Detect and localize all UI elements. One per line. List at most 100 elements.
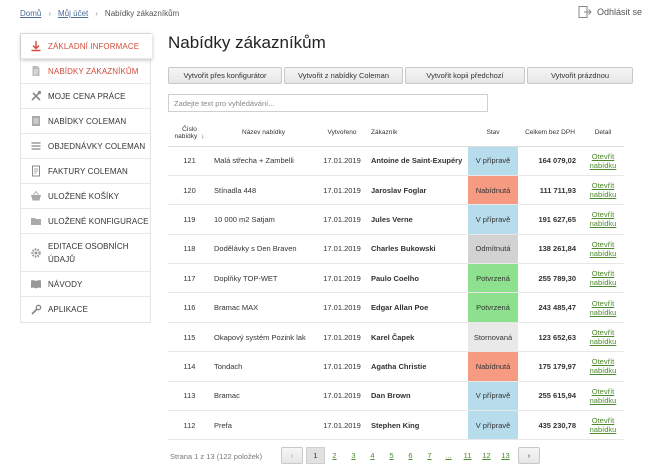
open-offer-link[interactable]: Otevřít nabídku	[590, 210, 617, 228]
sidebar-item-label: ZÁKLADNÍ INFORMACE	[48, 41, 140, 51]
cell-total: 175 179,97	[518, 351, 582, 382]
status-badge: Nabídnutá	[468, 175, 518, 206]
open-offer-link[interactable]: Otevřít nabídku	[590, 240, 617, 258]
cell-created-date: 17.01.2019	[316, 234, 368, 265]
cell-offer-number: 113	[168, 381, 211, 412]
open-offer-link-line2: nabídku	[589, 278, 617, 288]
status-badge: Odmítnutá	[468, 234, 518, 265]
sidebar-item-label-line2: ÚDAJŮ	[48, 254, 76, 264]
sidebar-item-applications[interactable]: APLIKACE	[21, 297, 150, 322]
table-row: 112 Prefa 17.01.2019 Stephen King V přípravě…	[168, 410, 624, 441]
pagination-next-button[interactable]: ›	[518, 447, 540, 464]
cell-offer-name: Okapový systém Pozink lak	[211, 322, 316, 353]
cell-total: 255 789,30	[518, 263, 582, 294]
open-offer-link[interactable]: Otevřít nabídku	[590, 181, 617, 199]
sidebar-item-saved-configurations[interactable]: ULOŽENÉ KONFIGURACE	[21, 209, 150, 234]
open-offer-link-line2: nabídku	[589, 307, 617, 317]
open-offer-link[interactable]: Otevřít nabídku	[590, 328, 617, 346]
cell-offer-name: Prefa	[211, 410, 316, 441]
pagination-page-4[interactable]: 4	[370, 451, 375, 460]
sidebar-item-coleman-offers[interactable]: NABÍDKY COLEMAN	[21, 109, 150, 134]
open-offer-link-line2: nabídku	[589, 190, 617, 200]
cell-offer-number: 118	[168, 234, 211, 265]
logout-icon	[578, 6, 592, 18]
pagination-pages: 1 2 3 4 5 6 7... 11 12 13	[306, 447, 515, 464]
book-icon	[31, 280, 41, 289]
pagination: ‹ 1 2 3 4 5 6 7... 11 12 13 ›	[281, 447, 540, 464]
create-via-configurator-button[interactable]: Vytvořit přes konfigurátor	[168, 67, 282, 84]
menu-lines-icon	[31, 142, 41, 150]
pagination-page-13[interactable]: 13	[501, 451, 510, 460]
open-offer-link-line1: Otevřít	[591, 239, 615, 249]
cell-detail: Otevřít nabídku	[582, 351, 624, 382]
sidebar-item-labor-price[interactable]: MOJE CENA PRÁCE	[21, 84, 150, 109]
tools-icon	[31, 90, 42, 101]
col-header-customer[interactable]: Zákazník	[368, 120, 468, 147]
col-header-offer-number[interactable]: Číslo nabídky ↓	[168, 120, 211, 147]
sidebar-item-coleman-invoices[interactable]: FAKTURY COLEMAN	[21, 159, 150, 184]
cell-customer: Charles Bukowski	[368, 234, 468, 265]
invoice-icon	[32, 165, 40, 177]
search-input[interactable]: Zadejte text pro vyhledávání...	[168, 94, 488, 112]
table-row: 113 Bramac 17.01.2019 Dan Brown V přípravě 25…	[168, 381, 624, 412]
col-header-created[interactable]: Vytvořeno	[316, 120, 368, 147]
cell-created-date: 17.01.2019	[316, 292, 368, 323]
cell-offer-name: Doplňky TOP-WET	[211, 263, 316, 294]
cell-offer-number: 115	[168, 322, 211, 353]
table-row: 115 Okapový systém Pozink lak 17.01.2019 Ka…	[168, 322, 624, 353]
pagination-page-11[interactable]: 11	[463, 451, 472, 460]
create-empty-button[interactable]: Vytvořit prázdnou	[527, 67, 633, 84]
open-offer-link[interactable]: Otevřít nabídku	[590, 152, 617, 170]
cell-total: 243 485,47	[518, 292, 582, 323]
sidebar-item-label-wrap: EDITACE OSOBNÍCH ÚDAJŮ	[48, 240, 129, 266]
cell-detail: Otevřít nabídku	[582, 175, 624, 206]
pagination-page-12[interactable]: 12	[482, 451, 491, 460]
sidebar-item-customer-offers[interactable]: NABÍDKY ZÁKAZNÍKŮM	[21, 59, 150, 84]
pagination-page-2[interactable]: 2	[332, 451, 337, 460]
open-offer-link[interactable]: Otevřít nabídku	[590, 357, 617, 375]
open-offer-link[interactable]: Otevřít nabídku	[590, 299, 617, 317]
sidebar-item-guides[interactable]: NÁVODY	[21, 272, 150, 297]
breadcrumb-separator: ›	[95, 9, 98, 18]
pagination-page-5[interactable]: 5	[389, 451, 394, 460]
breadcrumb-home-link[interactable]: Domů	[20, 9, 42, 18]
cell-created-date: 17.01.2019	[316, 410, 368, 441]
pagination-page-1: 1	[306, 447, 325, 464]
cell-offer-number: 116	[168, 292, 211, 323]
logout-button[interactable]: Odhlásit se	[578, 5, 642, 19]
pagination-page-ellipsis[interactable]: ...	[445, 451, 452, 460]
pagination-prev-button[interactable]: ‹	[281, 447, 303, 464]
col-header-status[interactable]: Stav	[468, 120, 518, 147]
cell-created-date: 17.01.2019	[316, 263, 368, 294]
cell-offer-number: 121	[168, 146, 211, 176]
cell-offer-name: Bramac	[211, 381, 316, 412]
open-offer-link-line1: Otevřít	[591, 269, 615, 279]
sidebar-item-label: ULOŽENÉ KOŠÍKY	[48, 191, 120, 201]
sidebar-item-label: NÁVODY	[48, 279, 83, 289]
sidebar-item-saved-baskets[interactable]: ULOŽENÉ KOŠÍKY	[21, 184, 150, 209]
sidebar-item-edit-personal-data[interactable]: EDITACE OSOBNÍCH ÚDAJŮ	[21, 234, 150, 272]
pagination-page-3[interactable]: 3	[351, 451, 356, 460]
table-header-row: Číslo nabídky ↓ Název nabídky Vytvořeno Zá…	[168, 120, 624, 147]
open-offer-link-line2: nabídku	[589, 366, 617, 376]
table-row: 114 Tondach 17.01.2019 Agatha Christie Nabíd…	[168, 351, 624, 382]
create-from-coleman-button[interactable]: Vytvořit z nabídky Coleman	[284, 67, 403, 84]
open-offer-link[interactable]: Otevřít nabídku	[590, 416, 617, 434]
breadcrumb-account-link[interactable]: Můj účet	[58, 9, 89, 18]
col-header-total[interactable]: Celkem bez DPH	[518, 120, 582, 147]
cell-detail: Otevřít nabídku	[582, 204, 624, 235]
status-badge: Nabídnutá	[468, 351, 518, 382]
cell-created-date: 17.01.2019	[316, 322, 368, 353]
sidebar-item-label: OBJEDNÁVKY COLEMAN	[48, 141, 146, 151]
sidebar-item-basic-info[interactable]: ZÁKLADNÍ INFORMACE	[21, 34, 152, 59]
open-offer-link[interactable]: Otevřít nabídku	[590, 387, 617, 405]
col-header-offer-name[interactable]: Název nabídky	[211, 120, 316, 147]
table-row: 117 Doplňky TOP-WET 17.01.2019 Paulo Coelho…	[168, 263, 624, 294]
open-offer-link-line2: nabídku	[589, 337, 617, 347]
sidebar-item-coleman-orders[interactable]: OBJEDNÁVKY COLEMAN	[21, 134, 150, 159]
pagination-page-6[interactable]: 6	[408, 451, 413, 460]
pagination-page-7[interactable]: 7	[427, 451, 432, 460]
create-copy-button[interactable]: Vytvořit kopii předchozí	[405, 67, 525, 84]
open-offer-link[interactable]: Otevřít nabídku	[590, 269, 617, 287]
sort-down-icon[interactable]: ↓	[201, 132, 205, 140]
